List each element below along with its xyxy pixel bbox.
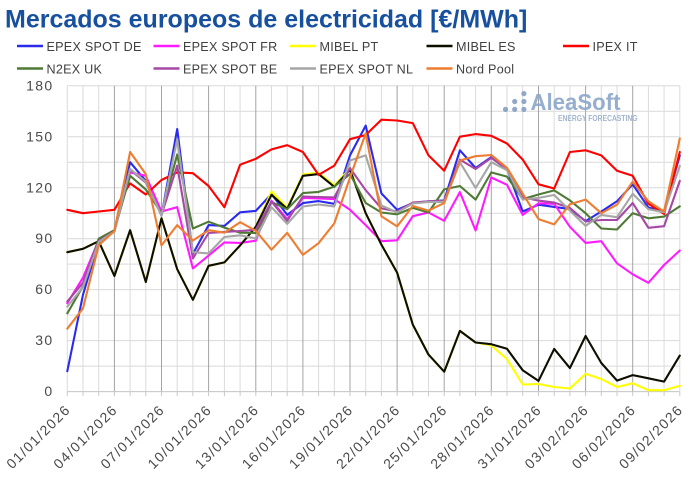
svg-text:60: 60 <box>35 281 53 297</box>
svg-text:Mercados europeos de electrici: Mercados europeos de electricidad [€/MWh… <box>5 6 527 34</box>
svg-text:0: 0 <box>44 383 53 399</box>
svg-text:90: 90 <box>35 230 53 246</box>
svg-text:IPEX IT: IPEX IT <box>593 40 638 54</box>
svg-text:30: 30 <box>35 332 53 348</box>
svg-text:150: 150 <box>26 128 53 144</box>
svg-text:EPEX SPOT NL: EPEX SPOT NL <box>320 62 414 76</box>
svg-text:EPEX SPOT FR: EPEX SPOT FR <box>183 40 277 54</box>
svg-text:AleaSoft: AleaSoft <box>531 89 621 115</box>
svg-text:Nord Pool: Nord Pool <box>456 62 514 76</box>
svg-text:EPEX SPOT BE: EPEX SPOT BE <box>183 62 277 76</box>
svg-text:180: 180 <box>26 77 53 93</box>
svg-text:EPEX SPOT DE: EPEX SPOT DE <box>47 40 142 54</box>
svg-text:MIBEL ES: MIBEL ES <box>456 40 516 54</box>
svg-text:N2EX UK: N2EX UK <box>47 62 103 76</box>
svg-text:MIBEL PT: MIBEL PT <box>320 40 379 54</box>
svg-text:ENERGY FORECASTING: ENERGY FORECASTING <box>558 113 638 123</box>
svg-text:120: 120 <box>26 179 53 195</box>
